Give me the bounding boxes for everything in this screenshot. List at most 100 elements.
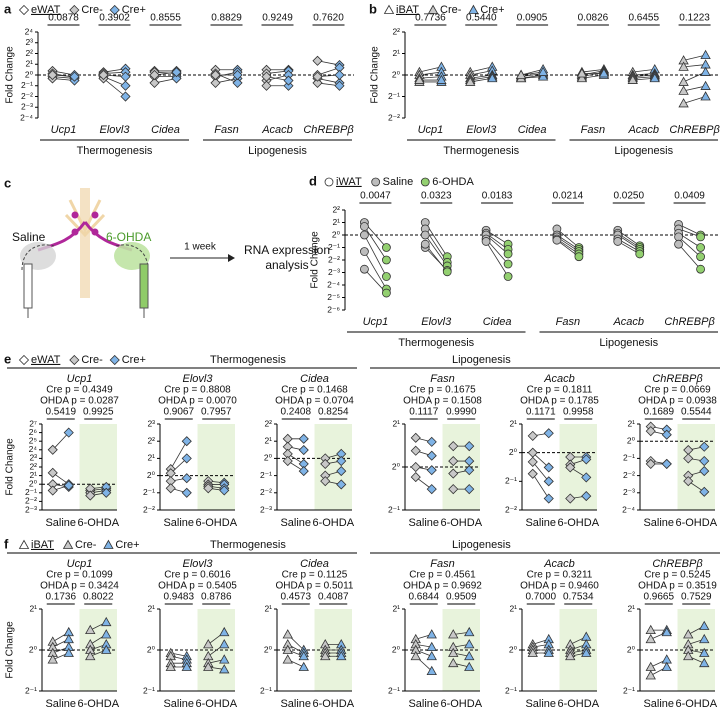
y-tick-label: 2⁰ <box>29 478 38 488</box>
p-value: 0.1736 <box>45 592 76 603</box>
point <box>645 426 656 437</box>
legend-label: 6-OHDA <box>432 176 474 188</box>
pair-line <box>683 64 706 68</box>
y-axis-title: Fold Change <box>5 438 16 496</box>
point <box>181 487 192 498</box>
point <box>101 616 112 627</box>
point <box>700 80 711 90</box>
y-tick-label: 2¹ <box>332 217 340 227</box>
y-tick-label: 2⁻¹ <box>25 685 37 695</box>
y-tick-label: 2² <box>25 48 33 58</box>
y-tick-label: 2⁻¹ <box>143 685 155 695</box>
category-label: ChREBPβ <box>664 316 715 328</box>
point <box>464 661 475 671</box>
point <box>426 650 437 661</box>
point <box>699 657 710 668</box>
point <box>298 661 309 671</box>
y-tick-label: 2⁴ <box>25 26 34 36</box>
point <box>283 75 294 86</box>
point <box>101 487 112 498</box>
pair-line <box>581 68 604 73</box>
point <box>448 629 459 639</box>
point <box>683 476 694 487</box>
point <box>448 484 459 495</box>
p-value: 0.9925 <box>83 407 114 418</box>
point <box>683 453 694 464</box>
p-value: 0.7000 <box>525 592 556 603</box>
x-tick-label: 6-OHDA <box>312 698 354 710</box>
y-tick-label: 2⁰ <box>29 644 38 654</box>
stat-text: Cre p = 0.5245 <box>644 570 711 581</box>
point <box>232 77 243 88</box>
stat-text: Cre p = 0.1099 <box>46 570 113 581</box>
legend-symbol <box>62 539 74 549</box>
y-tick-label: 2⁵ <box>29 435 37 445</box>
panel-letter: a <box>4 1 12 16</box>
p-value: 0.6844 <box>408 592 439 603</box>
y-tick-label: 2³ <box>29 453 37 463</box>
readout-label: RNA expression <box>244 243 330 257</box>
y-tick-label: 2⁻⁶ <box>327 304 340 314</box>
point <box>426 450 437 461</box>
point <box>678 98 689 108</box>
p-value: 0.7620 <box>313 13 344 24</box>
p-value: 0.9665 <box>643 592 674 603</box>
p-value: 0.8829 <box>211 13 242 24</box>
point <box>448 441 459 452</box>
y-tick-label: 2¹ <box>627 418 635 428</box>
legend-label: Saline <box>383 176 414 188</box>
point <box>442 267 452 277</box>
point <box>282 654 293 664</box>
y-tick-label: 2² <box>332 204 340 214</box>
point <box>165 483 176 494</box>
y-tick-label: 2⁻¹ <box>25 487 37 497</box>
point <box>645 633 656 644</box>
point <box>426 465 437 476</box>
group-label: Thermogenesis <box>77 145 153 157</box>
point <box>426 665 437 675</box>
y-tick-label: 2⁻¹ <box>260 470 272 480</box>
p-value: 0.5440 <box>466 13 497 24</box>
point <box>700 49 711 59</box>
p-value: 0.4573 <box>280 592 311 603</box>
point <box>627 74 638 84</box>
x-tick-label: 6-OHDA <box>557 698 599 710</box>
legend-symbol <box>109 4 120 16</box>
x-tick-label: 6-OHDA <box>77 698 119 710</box>
point <box>678 61 689 71</box>
legend-symbol <box>103 539 114 549</box>
pair-line <box>556 228 580 248</box>
y-tick-label: 2⁴ <box>29 444 38 454</box>
stat-text: Cre p = 0.3211 <box>527 570 593 581</box>
x-tick-label: Saline <box>280 517 311 529</box>
y-tick-label: 2⁻¹ <box>21 80 33 90</box>
category-label: Acacb <box>261 124 293 136</box>
y-tick-label: 2¹ <box>509 418 517 428</box>
point <box>219 639 230 649</box>
point <box>101 629 112 639</box>
spinal-cord <box>80 188 90 298</box>
pair-line <box>364 251 387 290</box>
subplot-title: Cidea <box>300 373 329 385</box>
point <box>481 237 491 246</box>
y-tick-label: 2⁶ <box>29 427 37 437</box>
point <box>661 661 672 671</box>
point <box>661 458 672 470</box>
point <box>527 468 538 479</box>
point <box>552 235 562 245</box>
stat-text: OHDA p = 0.1508 <box>403 396 482 407</box>
y-tick-label: 2⁻³ <box>328 267 340 277</box>
point <box>699 466 710 477</box>
point <box>503 272 513 281</box>
point <box>312 71 323 82</box>
point <box>298 433 309 444</box>
x-tick-label: Saline <box>525 698 556 710</box>
point <box>420 230 430 240</box>
legend-label: Cre+ <box>122 4 146 16</box>
p-value: 0.8555 <box>150 13 181 24</box>
neuron <box>91 211 99 219</box>
point <box>282 644 293 654</box>
point <box>219 485 230 496</box>
p-value: 0.1223 <box>679 13 710 24</box>
